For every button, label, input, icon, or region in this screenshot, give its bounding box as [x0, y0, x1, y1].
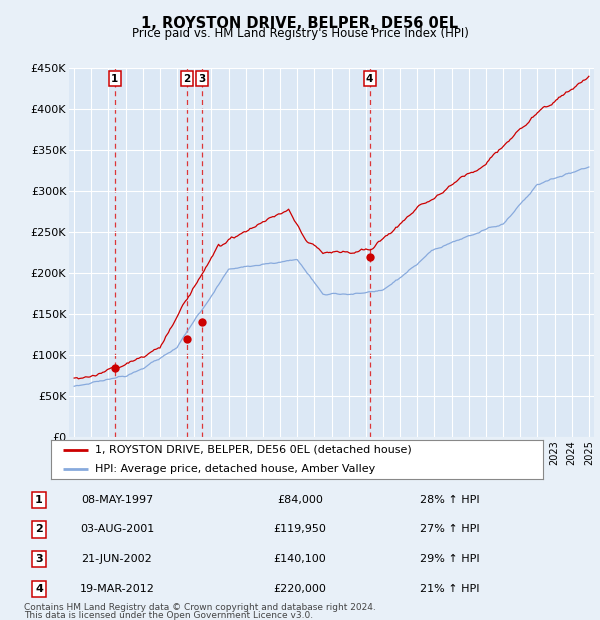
Text: £84,000: £84,000	[277, 495, 323, 505]
Text: 27% ↑ HPI: 27% ↑ HPI	[420, 525, 480, 534]
Text: £220,000: £220,000	[274, 584, 326, 594]
Text: 2: 2	[184, 74, 191, 84]
Text: 03-AUG-2001: 03-AUG-2001	[80, 525, 154, 534]
Text: 08-MAY-1997: 08-MAY-1997	[81, 495, 153, 505]
Text: 2: 2	[35, 525, 43, 534]
Text: 19-MAR-2012: 19-MAR-2012	[80, 584, 154, 594]
Text: HPI: Average price, detached house, Amber Valley: HPI: Average price, detached house, Ambe…	[95, 464, 376, 474]
Text: 3: 3	[199, 74, 206, 84]
Text: 1, ROYSTON DRIVE, BELPER, DE56 0EL: 1, ROYSTON DRIVE, BELPER, DE56 0EL	[142, 16, 458, 30]
Text: Contains HM Land Registry data © Crown copyright and database right 2024.: Contains HM Land Registry data © Crown c…	[24, 603, 376, 612]
Text: 21% ↑ HPI: 21% ↑ HPI	[420, 584, 480, 594]
Text: £119,950: £119,950	[274, 525, 326, 534]
Text: 29% ↑ HPI: 29% ↑ HPI	[420, 554, 480, 564]
Text: 1: 1	[111, 74, 118, 84]
Text: 21-JUN-2002: 21-JUN-2002	[82, 554, 152, 564]
Text: Price paid vs. HM Land Registry's House Price Index (HPI): Price paid vs. HM Land Registry's House …	[131, 27, 469, 40]
Text: 4: 4	[35, 584, 43, 594]
Text: This data is licensed under the Open Government Licence v3.0.: This data is licensed under the Open Gov…	[24, 611, 313, 620]
Text: £140,100: £140,100	[274, 554, 326, 564]
Text: 1: 1	[35, 495, 43, 505]
Text: 28% ↑ HPI: 28% ↑ HPI	[420, 495, 480, 505]
Text: 3: 3	[35, 554, 43, 564]
Text: 1, ROYSTON DRIVE, BELPER, DE56 0EL (detached house): 1, ROYSTON DRIVE, BELPER, DE56 0EL (deta…	[95, 445, 412, 455]
Text: 4: 4	[366, 74, 373, 84]
